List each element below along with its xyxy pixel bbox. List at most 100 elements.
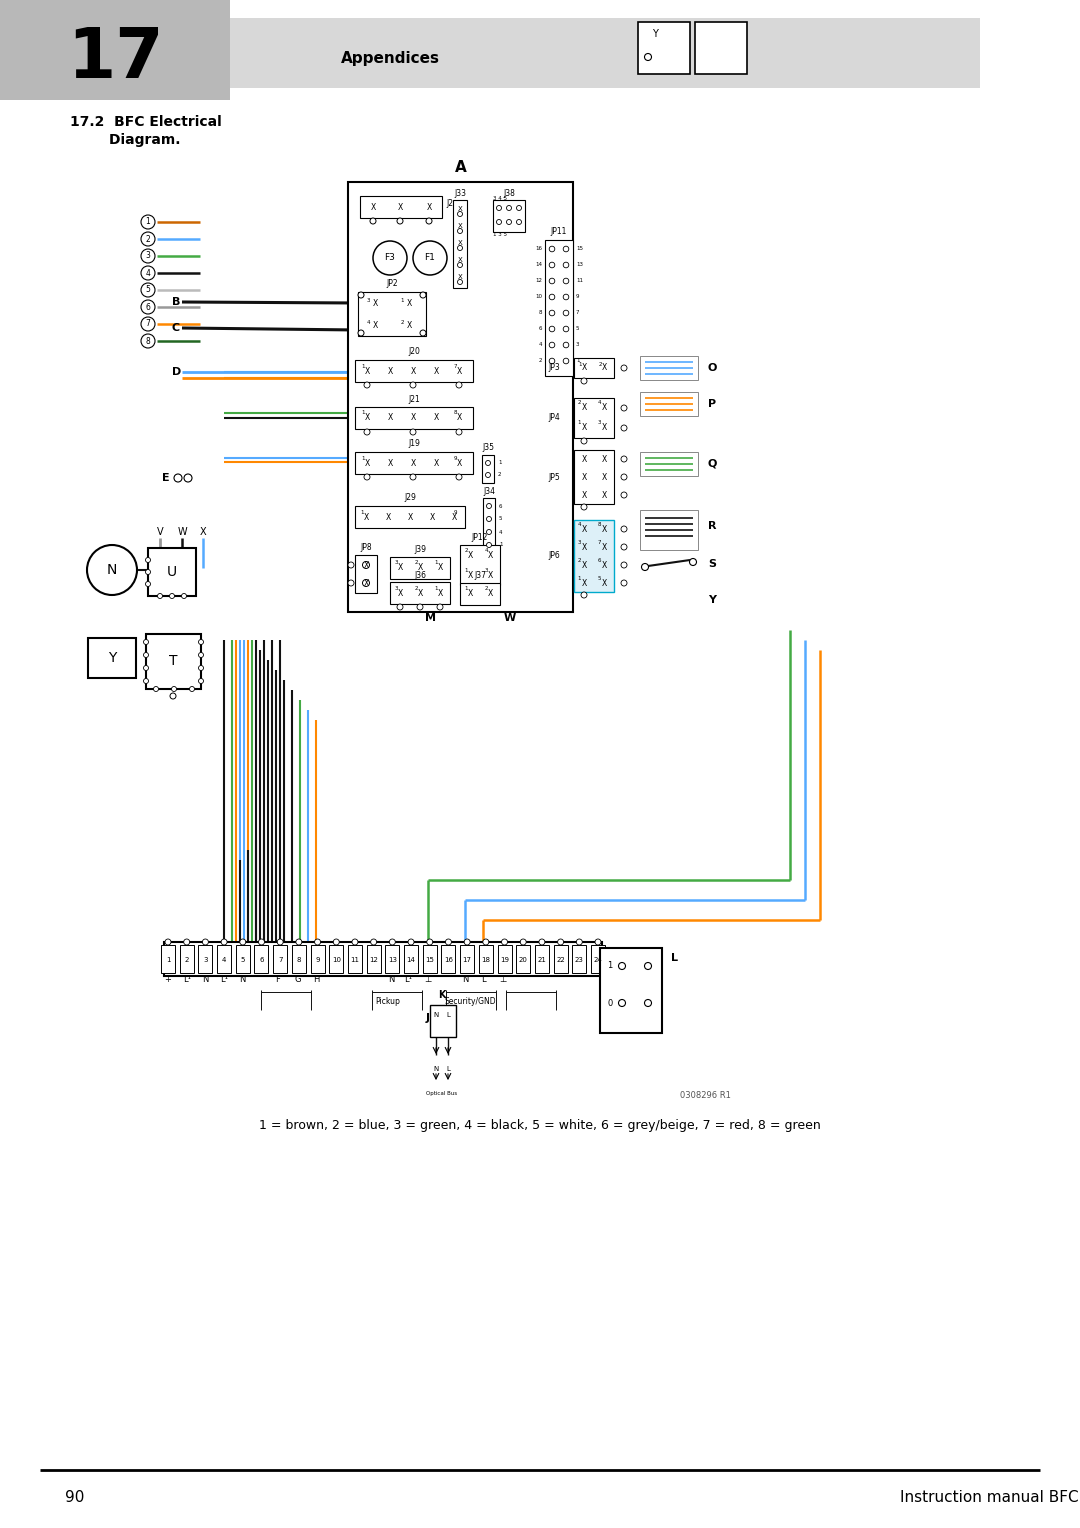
Circle shape [437,604,443,610]
Circle shape [363,561,369,568]
Text: W: W [177,527,187,536]
Circle shape [507,205,512,211]
Text: J20: J20 [408,347,420,356]
Text: X: X [487,570,492,579]
Circle shape [621,425,627,431]
Circle shape [184,474,192,481]
Text: D: D [172,367,181,377]
Circle shape [464,940,470,944]
Text: 1: 1 [434,585,437,590]
Text: F1: F1 [424,254,435,263]
Text: 23: 23 [575,957,584,963]
Bar [348,182,573,613]
Text: H: H [313,975,320,984]
Text: 4: 4 [597,400,600,405]
Text: 8: 8 [297,957,301,963]
Bar [311,944,325,973]
Circle shape [486,516,491,521]
Circle shape [87,545,137,594]
Circle shape [563,310,569,316]
Text: 17.2  BFC Electrical: 17.2 BFC Electrical [70,115,221,128]
Text: 2: 2 [415,561,418,565]
Text: 11: 11 [576,278,583,284]
Text: 1: 1 [577,420,581,425]
Bar [390,558,450,579]
Circle shape [621,474,627,480]
Text: X: X [397,588,403,597]
Text: X: X [364,458,369,468]
Text: N: N [433,1012,438,1018]
Circle shape [563,358,569,364]
Bar [230,18,980,89]
Text: J34: J34 [483,486,495,495]
Text: X: X [602,403,607,413]
Text: 3: 3 [577,539,581,544]
Text: 6: 6 [597,558,600,562]
Text: L¹: L¹ [183,975,191,984]
Text: JP6: JP6 [549,552,561,561]
Text: 2: 2 [484,587,488,591]
Text: X: X [388,414,393,423]
Text: 2: 2 [415,585,418,590]
Text: J37: J37 [474,571,486,581]
Text: X: X [458,240,462,246]
Circle shape [348,562,354,568]
Text: X: X [427,203,432,211]
Circle shape [146,582,150,587]
Text: JP8: JP8 [361,544,372,553]
Circle shape [363,579,369,587]
Circle shape [334,940,339,944]
Text: X: X [458,274,462,280]
Text: 7: 7 [454,364,457,368]
Bar [422,944,436,973]
Circle shape [581,504,588,510]
Circle shape [563,342,569,348]
Circle shape [141,232,156,246]
Circle shape [146,570,150,575]
Text: 19: 19 [500,957,509,963]
Text: 1: 1 [165,957,171,963]
Text: X: X [437,564,443,573]
Circle shape [621,365,627,371]
Text: 11: 11 [350,957,360,963]
Bar [554,944,568,973]
Circle shape [352,940,357,944]
Circle shape [581,377,588,384]
Circle shape [619,963,625,969]
Circle shape [278,940,283,944]
Text: 15: 15 [576,246,583,252]
Bar [442,944,456,973]
Circle shape [507,220,512,225]
Text: 1: 1 [578,362,582,367]
Text: 7: 7 [278,957,283,963]
Circle shape [563,278,569,284]
Circle shape [144,640,149,645]
Circle shape [144,652,149,657]
Text: 8: 8 [146,336,150,345]
Text: 4: 4 [366,319,369,324]
Text: 2: 2 [598,362,602,367]
Text: F3: F3 [384,254,395,263]
Text: Appendices: Appendices [340,50,440,66]
Text: N: N [107,562,118,578]
Bar [516,944,530,973]
Text: X: X [458,206,462,212]
Text: X: X [433,458,438,468]
Bar [386,944,400,973]
Circle shape [501,940,508,944]
Text: X: X [437,588,443,597]
Text: B: B [172,296,180,307]
Text: X: X [458,257,462,263]
Circle shape [456,382,462,388]
Bar [573,520,615,591]
Circle shape [427,940,433,944]
Circle shape [550,310,555,316]
Text: X: X [457,414,461,423]
Text: 3: 3 [597,420,600,425]
Text: 4: 4 [146,269,150,278]
Circle shape [445,940,451,944]
Text: Security/GND: Security/GND [444,998,496,1007]
Text: X: X [364,414,369,423]
Text: X: X [200,527,206,536]
Text: X: X [430,512,434,521]
